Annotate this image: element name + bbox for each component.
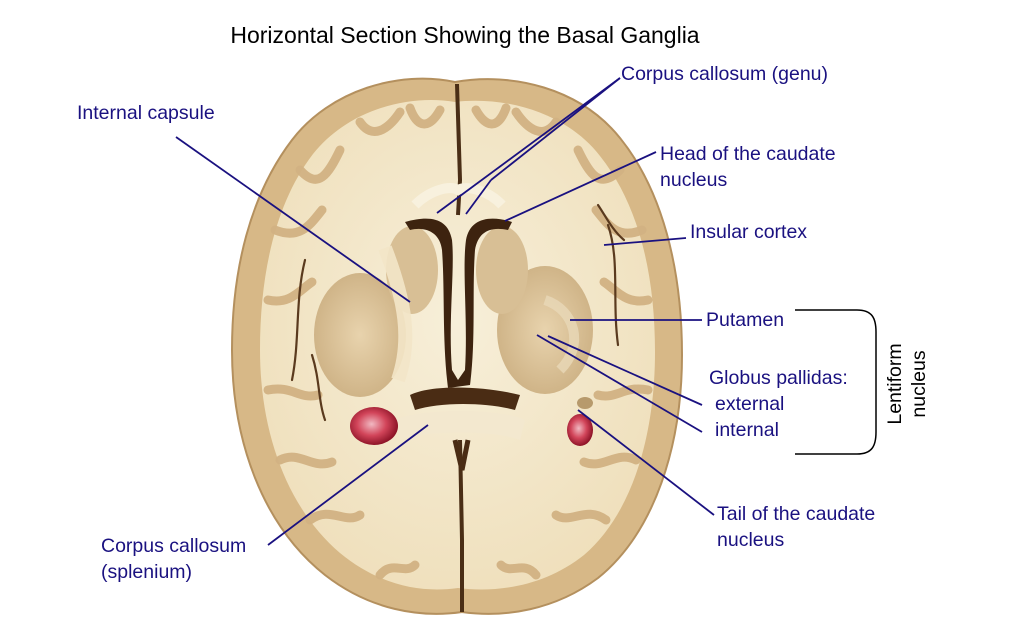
label-lentiform-nucleus: Lentiform nucleus xyxy=(884,343,930,425)
line-genu-3 xyxy=(465,179,492,215)
leader-lines xyxy=(175,77,715,546)
line-insular xyxy=(603,237,687,246)
posterior-ventricle xyxy=(410,387,520,410)
label-globus-pallidas: Globus pallidas: external internal xyxy=(709,367,848,441)
sulci xyxy=(290,203,626,422)
line-globus-external xyxy=(547,335,703,406)
longitudinal-fissure xyxy=(455,83,464,612)
line-internal-capsule xyxy=(175,136,411,303)
internal-capsule-band xyxy=(378,245,413,383)
splenium-shape xyxy=(395,411,525,440)
line-globus-internal xyxy=(536,334,703,433)
label-caudate-head: Head of the caudate nucleus xyxy=(660,143,836,191)
label-caudate-tail: Tail of the caudate nucleus xyxy=(717,503,876,551)
white-matter xyxy=(260,100,655,590)
diagram-title: Horizontal Section Showing the Basal Gan… xyxy=(230,22,700,48)
line-genu-2 xyxy=(490,77,621,181)
genu-shape xyxy=(411,183,506,209)
line-caudate-head xyxy=(504,151,657,222)
line-genu-1 xyxy=(436,77,621,214)
right-caudate-head xyxy=(476,226,528,314)
left-red-structure xyxy=(350,407,398,445)
right-red-structure xyxy=(567,414,593,446)
label-corpus-callosum-genu: Corpus callosum (genu) xyxy=(621,63,829,85)
left-lentiform xyxy=(314,273,406,397)
line-splenium xyxy=(267,424,429,546)
label-insular-cortex: Insular cortex xyxy=(690,221,808,243)
lentiform-bracket xyxy=(795,309,877,455)
label-putamen: Putamen xyxy=(706,309,785,331)
label-corpus-callosum-splenium: Corpus callosum (splenium) xyxy=(101,535,247,583)
line-caudate-tail xyxy=(577,409,715,516)
label-internal-capsule: Internal capsule xyxy=(77,102,215,124)
